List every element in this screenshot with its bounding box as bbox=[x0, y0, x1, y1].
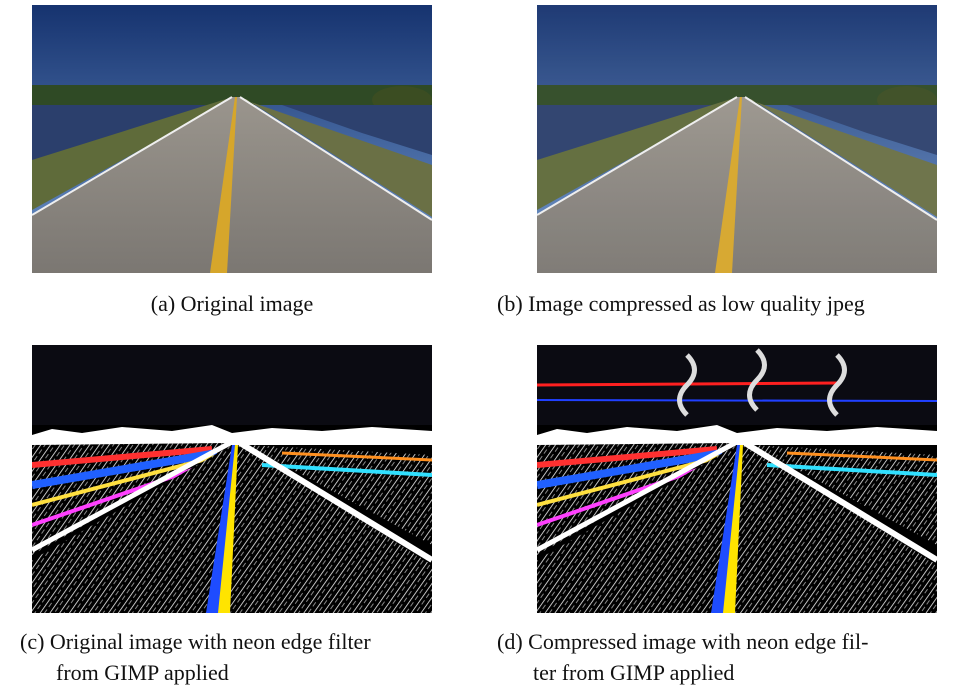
page: (a) Original image (b) Image compressed … bbox=[0, 0, 964, 693]
caption-line: (a) Original image bbox=[0, 288, 464, 319]
photo-compressed bbox=[537, 5, 937, 273]
neon-compressed bbox=[537, 345, 937, 613]
caption-c: (c) Original image with neon edge filter… bbox=[20, 626, 371, 688]
caption-line: (b) Image compressed as low quality jpeg bbox=[497, 288, 964, 319]
neon-original bbox=[32, 345, 432, 613]
caption-line: from GIMP applied bbox=[20, 657, 371, 688]
caption-a: (a) Original image bbox=[0, 288, 464, 319]
caption-line: ter from GIMP applied bbox=[497, 657, 868, 688]
photo-original bbox=[32, 5, 432, 273]
caption-b: (b) Image compressed as low quality jpeg bbox=[497, 288, 964, 319]
caption-d: (d) Compressed image with neon edge fil-… bbox=[497, 626, 868, 688]
caption-line: (c) Original image with neon edge filter bbox=[20, 626, 371, 657]
caption-line: (d) Compressed image with neon edge fil- bbox=[497, 626, 868, 657]
